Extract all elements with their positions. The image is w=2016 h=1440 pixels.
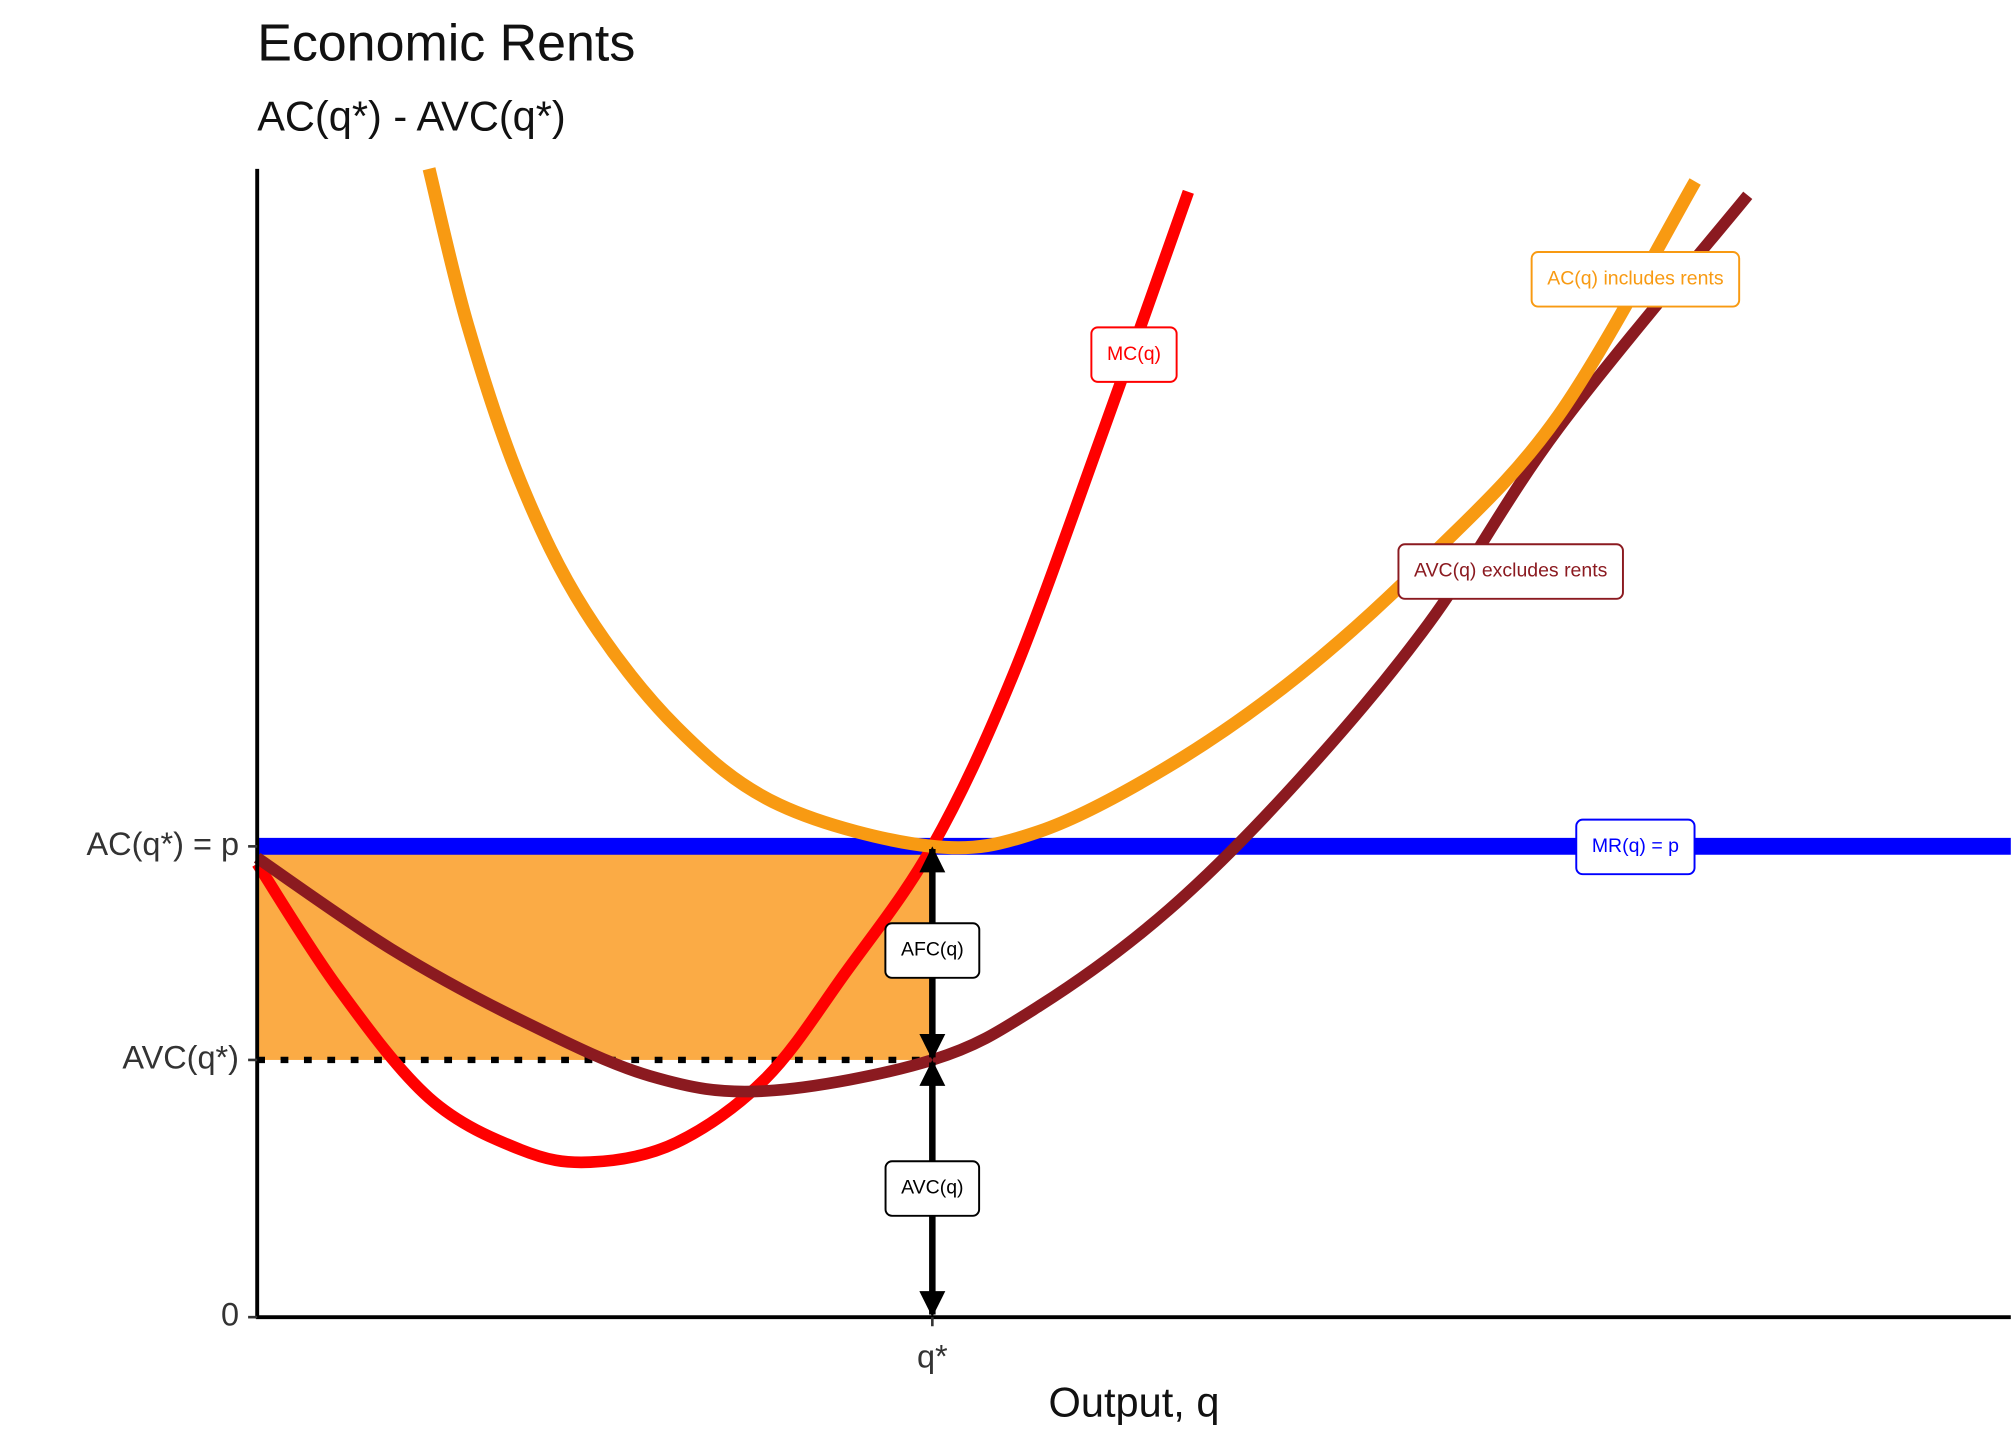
series-label-text: MR(q) = p bbox=[1592, 835, 1679, 857]
annotation-box bbox=[884, 1160, 981, 1217]
annotation-text: AFC(q) bbox=[901, 939, 964, 961]
series-label-box bbox=[1090, 326, 1178, 383]
series-label-box bbox=[1530, 251, 1741, 308]
annotation-box bbox=[884, 922, 981, 979]
series-label: MR(q) = p bbox=[1575, 818, 1696, 876]
y-tick-label: AC(q*) = p bbox=[87, 826, 239, 862]
annotation-text: AVC(q) bbox=[901, 1177, 963, 1199]
y-tick-label: 0 bbox=[221, 1297, 239, 1333]
y-tick-label: AVC(q*) bbox=[122, 1040, 239, 1076]
series-label: AVC(q) excludes rents bbox=[1397, 543, 1624, 600]
series-label: AC(q) includes rents bbox=[1530, 251, 1741, 308]
curve bbox=[422, 167, 1701, 855]
series-label-box bbox=[1397, 543, 1624, 600]
curve bbox=[252, 189, 1194, 1169]
x-axis-label: Output, q bbox=[1049, 1378, 1220, 1425]
series-label-text: AC(q) includes rents bbox=[1547, 267, 1724, 289]
annotation: AFC(q) bbox=[884, 922, 981, 979]
series-label: MC(q) bbox=[1090, 326, 1178, 383]
annotation: AVC(q) bbox=[884, 1160, 981, 1217]
rent-area bbox=[257, 846, 933, 1060]
chart-subtitle: AC(q*) - AVC(q*) bbox=[257, 92, 566, 139]
series-label-text: MC(q) bbox=[1107, 343, 1161, 365]
series-label-text: AVC(q) excludes rents bbox=[1414, 560, 1608, 582]
curve bbox=[253, 191, 1753, 1098]
chart-title: Economic Rents bbox=[257, 14, 635, 72]
x-tick-label: q* bbox=[917, 1338, 948, 1374]
series-label-box bbox=[1575, 818, 1696, 876]
